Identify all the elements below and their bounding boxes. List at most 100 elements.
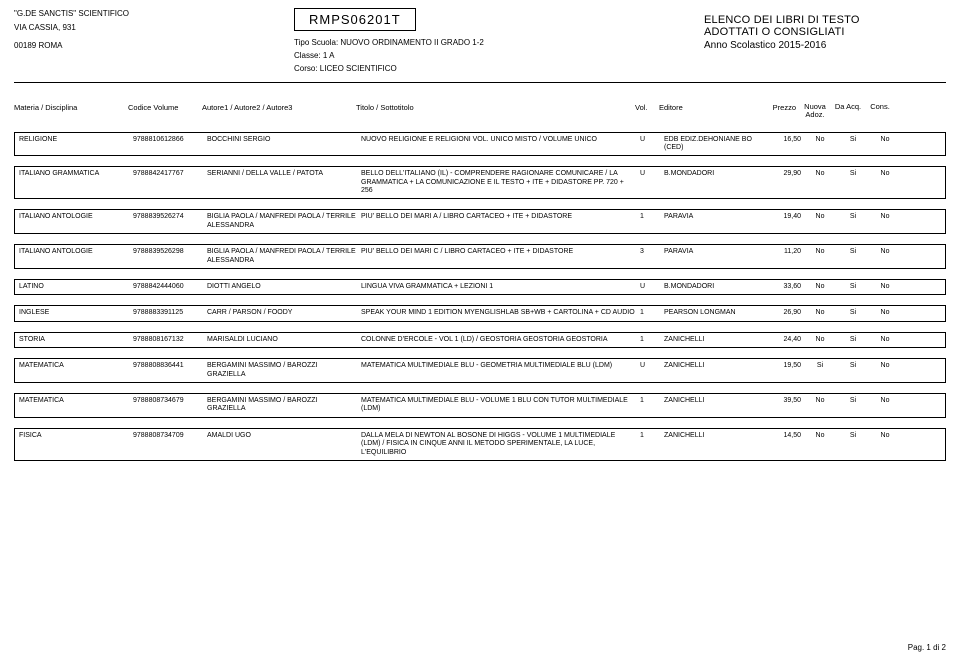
header-right-line3: Anno Scolastico 2015-2016 bbox=[704, 40, 946, 51]
cell-da-acq: Si bbox=[839, 136, 871, 153]
cell-titolo: MATEMATICA MULTIMEDIALE BLU - GEOMETRIA … bbox=[361, 362, 640, 379]
cell-autore: CARR / PARSON / FOODY bbox=[207, 309, 361, 317]
cell-nuova-adoz: No bbox=[805, 432, 839, 457]
cell-cons: No bbox=[871, 432, 903, 457]
cell-editore: EDB EDIZ.DEHONIANE BO (CED) bbox=[664, 136, 763, 153]
cell-prezzo: 19,40 bbox=[763, 213, 805, 230]
table-row: INGLESE9788883391125CARR / PARSON / FOOD… bbox=[14, 305, 946, 321]
cell-materia: LATINO bbox=[19, 283, 133, 291]
table-column-headers: Materia / Disciplina Codice Volume Autor… bbox=[14, 103, 946, 122]
cell-materia: ITALIANO ANTOLOGIE bbox=[19, 248, 133, 265]
col-prezzo: Prezzo bbox=[758, 103, 800, 120]
col-cons: Cons. bbox=[866, 103, 898, 120]
col-vol: Vol. bbox=[635, 103, 659, 120]
cell-codice: 9788810612866 bbox=[133, 136, 207, 153]
cell-autore: BOCCHINI SERGIO bbox=[207, 136, 361, 153]
cell-prezzo: 26,90 bbox=[763, 309, 805, 317]
cell-cons: No bbox=[871, 397, 903, 414]
cell-da-acq: Si bbox=[839, 248, 871, 265]
cell-da-acq: Si bbox=[839, 432, 871, 457]
cell-autore: SERIANNI / DELLA VALLE / PATOTA bbox=[207, 170, 361, 195]
cell-titolo: BELLO DELL'ITALIANO (IL) - COMPRENDERE R… bbox=[361, 170, 640, 195]
cell-prezzo: 29,90 bbox=[763, 170, 805, 195]
cell-da-acq: Si bbox=[839, 309, 871, 317]
cell-codice: 9788808167132 bbox=[133, 336, 207, 344]
cell-editore: ZANICHELLI bbox=[664, 432, 763, 457]
cell-prezzo: 24,40 bbox=[763, 336, 805, 344]
cell-titolo: NUOVO RELIGIONE E RELIGIONI VOL. UNICO M… bbox=[361, 136, 640, 153]
cell-autore: BERGAMINI MASSIMO / BAROZZI GRAZIELLA bbox=[207, 362, 361, 379]
cell-materia: MATEMATICA bbox=[19, 397, 133, 414]
cell-materia: INGLESE bbox=[19, 309, 133, 317]
cell-codice: 9788808734679 bbox=[133, 397, 207, 414]
cell-cons: No bbox=[871, 362, 903, 379]
cell-vol: U bbox=[640, 362, 664, 379]
cell-prezzo: 11,20 bbox=[763, 248, 805, 265]
tipo-scuola-line: Tipo Scuola: NUOVO ORDINAMENTO II GRADO … bbox=[294, 37, 644, 50]
cell-titolo: MATEMATICA MULTIMEDIALE BLU - VOLUME 1 B… bbox=[361, 397, 640, 414]
cell-nuova-adoz: No bbox=[805, 397, 839, 414]
cell-prezzo: 19,50 bbox=[763, 362, 805, 379]
classe-label: Classe: bbox=[294, 51, 321, 60]
table-row: ITALIANO GRAMMATICA9788842417767SERIANNI… bbox=[14, 166, 946, 199]
col-nuova-adoz: Nuova Adoz. bbox=[800, 103, 834, 120]
cell-titolo: COLONNE D'ERCOLE - VOL 1 (LD) / GEOSTORI… bbox=[361, 336, 640, 344]
table-row: RELIGIONE9788810612866BOCCHINI SERGIONUO… bbox=[14, 132, 946, 157]
school-name: "G.DE SANCTIS" SCIENTIFICO bbox=[14, 8, 274, 20]
cell-cons: No bbox=[871, 248, 903, 265]
cell-editore: PARAVIA bbox=[664, 213, 763, 230]
table-row: ITALIANO ANTOLOGIE9788839526298BIGLIA PA… bbox=[14, 244, 946, 269]
cell-editore: ZANICHELLI bbox=[664, 362, 763, 379]
cell-codice: 9788842444060 bbox=[133, 283, 207, 291]
cell-nuova-adoz: No bbox=[805, 309, 839, 317]
cell-cons: No bbox=[871, 309, 903, 317]
table-row: MATEMATICA9788808836441BERGAMINI MASSIMO… bbox=[14, 358, 946, 383]
cell-materia: STORIA bbox=[19, 336, 133, 344]
col-editore: Editore bbox=[659, 103, 758, 120]
cell-da-acq: Si bbox=[839, 213, 871, 230]
cell-prezzo: 39,50 bbox=[763, 397, 805, 414]
cell-cons: No bbox=[871, 136, 903, 153]
tipo-scuola-label: Tipo Scuola: bbox=[294, 38, 338, 47]
cell-editore: B.MONDADORI bbox=[664, 170, 763, 195]
cell-vol: 1 bbox=[640, 397, 664, 414]
cell-nuova-adoz: No bbox=[805, 213, 839, 230]
cell-nuova-adoz: No bbox=[805, 283, 839, 291]
cell-nuova-adoz: No bbox=[805, 248, 839, 265]
cell-vol: 1 bbox=[640, 309, 664, 317]
table-row: FISICA9788808734709AMALDI UGODALLA MELA … bbox=[14, 428, 946, 461]
table-rows-container: RELIGIONE9788810612866BOCCHINI SERGIONUO… bbox=[14, 132, 946, 461]
corso-value: LICEO SCIENTIFICO bbox=[320, 64, 397, 73]
cell-titolo: PIU' BELLO DEI MARI C / LIBRO CARTACEO +… bbox=[361, 248, 640, 265]
cell-nuova-adoz: No bbox=[805, 170, 839, 195]
cell-materia: ITALIANO ANTOLOGIE bbox=[19, 213, 133, 230]
col-da-acq: Da Acq. bbox=[834, 103, 866, 120]
cell-codice: 9788883391125 bbox=[133, 309, 207, 317]
cell-titolo: SPEAK YOUR MIND 1 EDITION MYENGLISHLAB S… bbox=[361, 309, 640, 317]
header-right-block: ELENCO DEI LIBRI DI TESTO ADOTTATI O CON… bbox=[664, 8, 946, 51]
cell-nuova-adoz: No bbox=[805, 136, 839, 153]
cell-materia: FISICA bbox=[19, 432, 133, 457]
cell-nuova-adoz: No bbox=[805, 336, 839, 344]
table-row: MATEMATICA9788808734679BERGAMINI MASSIMO… bbox=[14, 393, 946, 418]
corso-line: Corso: LICEO SCIENTIFICO bbox=[294, 63, 644, 76]
cell-da-acq: Si bbox=[839, 283, 871, 291]
header-divider bbox=[14, 82, 946, 83]
cell-codice: 9788839526298 bbox=[133, 248, 207, 265]
cell-editore: PEARSON LONGMAN bbox=[664, 309, 763, 317]
cell-editore: ZANICHELLI bbox=[664, 397, 763, 414]
school-address: VIA CASSIA, 931 bbox=[14, 22, 274, 34]
cell-nuova-adoz: Si bbox=[805, 362, 839, 379]
col-autore: Autore1 / Autore2 / Autore3 bbox=[202, 103, 356, 120]
table-row: ITALIANO ANTOLOGIE9788839526274BIGLIA PA… bbox=[14, 209, 946, 234]
cell-autore: BIGLIA PAOLA / MANFREDI PAOLA / TERRILE … bbox=[207, 248, 361, 265]
cell-editore: B.MONDADORI bbox=[664, 283, 763, 291]
col-titolo: Titolo / Sottotitolo bbox=[356, 103, 635, 120]
cell-da-acq: Si bbox=[839, 397, 871, 414]
cell-titolo: LINGUA VIVA GRAMMATICA + LEZIONI 1 bbox=[361, 283, 640, 291]
header-mid-lines: Tipo Scuola: NUOVO ORDINAMENTO II GRADO … bbox=[294, 37, 644, 75]
cell-autore: BIGLIA PAOLA / MANFREDI PAOLA / TERRILE … bbox=[207, 213, 361, 230]
cell-codice: 9788808734709 bbox=[133, 432, 207, 457]
school-city: 00189 ROMA bbox=[14, 40, 274, 52]
classe-line: Classe: 1 A bbox=[294, 50, 644, 63]
